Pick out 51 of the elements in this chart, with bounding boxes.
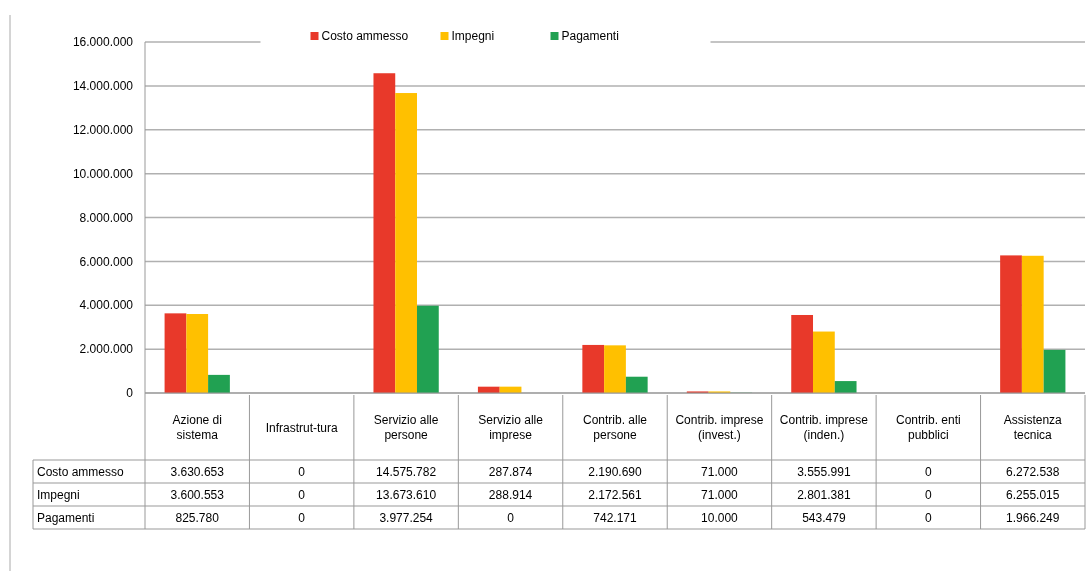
data-label: 0 <box>298 510 306 525</box>
x-tick-label: Azione di sistema <box>172 413 222 442</box>
data-label: 825.780 <box>175 510 220 525</box>
data-label: 6.272.538 <box>1006 464 1060 479</box>
y-tick-label: 16.000.000 <box>72 35 134 50</box>
data-label: 3.977.254 <box>379 510 434 525</box>
data-label: 13.673.610 <box>376 487 437 502</box>
data-label: 3.630.653 <box>170 464 225 479</box>
data-label: 288.914 <box>488 487 533 502</box>
data-label: 71.000 <box>701 487 739 502</box>
data-label: 14.575.782 <box>376 464 437 479</box>
data-label: 0 <box>298 487 306 502</box>
legend-label: Pagamenti <box>561 29 619 43</box>
y-tick-label: 12.000.000 <box>72 122 134 137</box>
x-tick-label: Contrib. alle persone <box>582 413 648 442</box>
x-tick-label: Infrastrut-tura <box>265 420 338 435</box>
y-tick-label: 0 <box>126 386 134 401</box>
data-label: 0 <box>924 464 932 479</box>
x-tick-label: Servizio alle imprese <box>478 413 544 442</box>
data-label: 742.171 <box>593 510 638 525</box>
data-label: 6.255.015 <box>1006 487 1060 502</box>
legend-label: Impegni <box>451 29 495 43</box>
text: Costo ammesso <box>37 464 124 479</box>
data-label: 0 <box>924 510 932 525</box>
data-label: 0 <box>924 487 932 502</box>
y-tick-label: 14.000.000 <box>72 79 134 94</box>
x-tick-label: Contrib. imprese (invest.) <box>675 413 764 442</box>
data-label: 2.801.381 <box>797 487 851 502</box>
y-tick-label: 8.000.000 <box>79 210 134 225</box>
y-tick-label: 2.000.000 <box>79 342 134 357</box>
y-tick-label: 6.000.000 <box>79 254 134 269</box>
y-tick-label: 10.000.000 <box>72 166 134 181</box>
data-label: 287.874 <box>488 464 533 479</box>
y-tick-label: 4.000.000 <box>79 298 134 313</box>
data-label: 2.172.561 <box>588 487 643 502</box>
x-tick-label: Assistenza tecnica <box>1003 413 1063 442</box>
data-label: 71.000 <box>701 464 739 479</box>
data-label: 3.555.991 <box>797 464 851 479</box>
x-tick-label: Servizio alle persone <box>373 413 439 442</box>
legend-label: Costo ammesso <box>321 29 409 43</box>
data-label: 10.000 <box>701 510 739 525</box>
data-label: 0 <box>507 510 515 525</box>
text: Impegni <box>37 487 80 502</box>
data-label: 0 <box>298 464 306 479</box>
text: Pagamenti <box>37 510 95 525</box>
data-label: 1.966.249 <box>1006 510 1060 525</box>
x-tick-label: Contrib. enti pubblici <box>895 413 961 442</box>
data-label: 2.190.690 <box>588 464 643 479</box>
data-label: 3.600.553 <box>170 487 225 502</box>
data-label: 543.479 <box>802 510 846 525</box>
x-tick-label: Contrib. imprese (inden.) <box>779 413 869 442</box>
